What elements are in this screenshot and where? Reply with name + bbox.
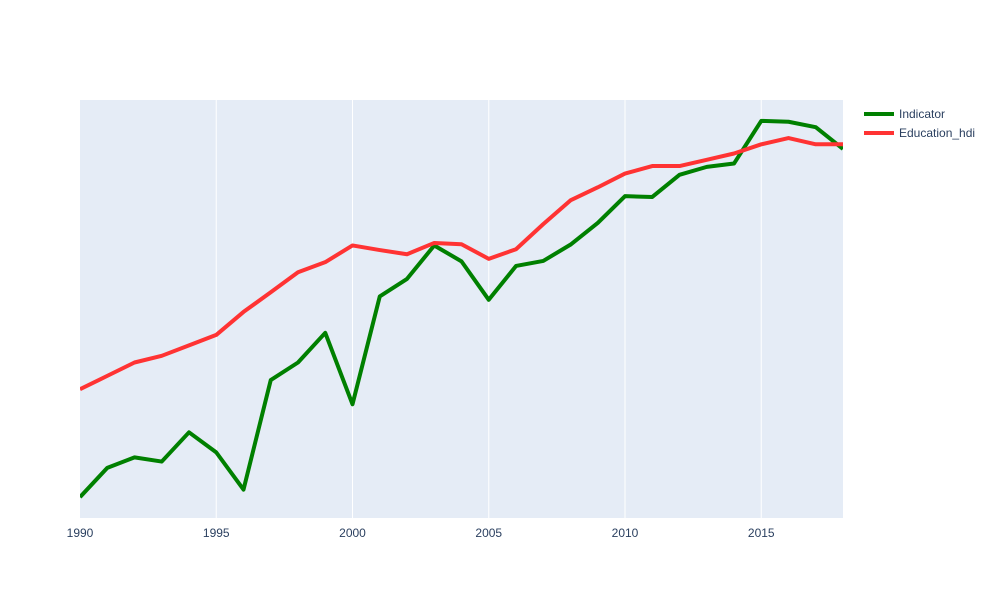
grid-lines — [215, 100, 762, 518]
x-tick-label: 1990 — [67, 526, 94, 540]
legend[interactable]: Indicator Education_hdi — [864, 107, 975, 140]
legend-item-indicator[interactable]: Indicator — [864, 107, 945, 121]
x-tick-label: 2005 — [475, 526, 502, 540]
series-line-education-hdi[interactable] — [80, 136, 843, 392]
series-lines — [80, 118, 843, 499]
x-tick-label: 2000 — [339, 526, 366, 540]
plot-area — [80, 100, 843, 518]
legend-label: Indicator — [899, 107, 945, 121]
series-line-indicator[interactable] — [80, 118, 843, 499]
x-tick-label: 1995 — [203, 526, 230, 540]
x-axis-ticks: 1990 1995 2000 2005 2010 2015 — [67, 526, 775, 540]
legend-label: Education_hdi — [899, 126, 975, 140]
legend-item-education-hdi[interactable]: Education_hdi — [864, 126, 975, 140]
x-tick-label: 2015 — [748, 526, 775, 540]
x-tick-label: 2010 — [612, 526, 639, 540]
